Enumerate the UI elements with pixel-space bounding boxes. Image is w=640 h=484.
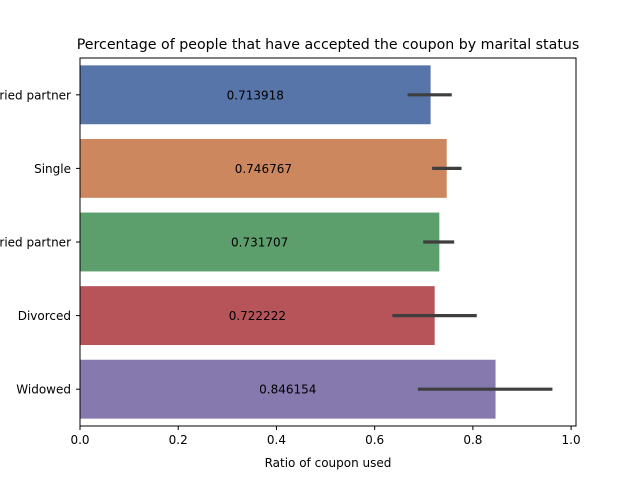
x-tick-label-5: 1.0 [562, 433, 581, 447]
y-tick-label-2: Married partner [0, 236, 71, 250]
x-tick-label-0: 0.0 [70, 433, 89, 447]
x-tick-label-3: 0.6 [365, 433, 384, 447]
bar-0 [80, 65, 431, 125]
y-tick-label-0: Unmarried partner [0, 88, 71, 102]
bars [80, 65, 496, 419]
value-label-0: 0.713918 [227, 88, 284, 102]
y-tick-label-4: Widowed [16, 383, 71, 397]
x-tick-label-2: 0.4 [267, 433, 286, 447]
y-tick-label-1: Single [34, 162, 71, 176]
y-tick-label-3: Divorced [18, 309, 71, 323]
x-axis-label: Ratio of coupon used [265, 456, 392, 470]
value-label-1: 0.746767 [235, 162, 292, 176]
y-axis: Unmarried partner Single Married partner Di… [0, 88, 80, 397]
value-label-3: 0.722222 [229, 309, 286, 323]
value-label-4: 0.846154 [259, 383, 316, 397]
x-axis: 0.0 0.2 0.4 0.6 0.8 1.0 [70, 426, 581, 447]
value-labels: 0.713918 0.746767 0.731707 0.722222 0.846154 [227, 88, 317, 396]
bar-1 [80, 138, 447, 198]
x-tick-label-1: 0.2 [169, 433, 188, 447]
value-label-2: 0.731707 [231, 236, 288, 250]
error-bars [392, 93, 553, 391]
x-tick-label-4: 0.8 [463, 433, 482, 447]
bar-2 [80, 212, 440, 272]
bar-3 [80, 286, 435, 346]
chart-title: Percentage of people that have accepted … [77, 37, 580, 53]
